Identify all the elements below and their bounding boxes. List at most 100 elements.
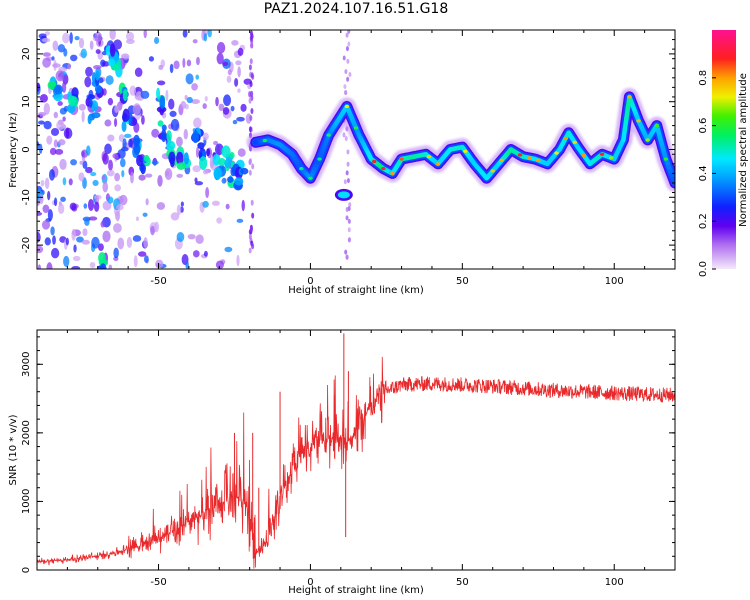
spectrogram-noise-blob [186, 96, 193, 104]
spectrogram-noise-blob [42, 52, 51, 57]
spectrogram-cluster [192, 130, 199, 144]
spectrogram-noise-blob [106, 169, 115, 177]
spectrogram-ridge-peak [499, 158, 505, 162]
spectrogram-cluster [99, 263, 107, 269]
spectrogram-noise-blob [191, 99, 200, 105]
spectrogram-noise-blob [203, 33, 208, 42]
spectrogram-noise-blob [41, 37, 51, 43]
spectrogram-cluster [221, 145, 231, 158]
spectrogram-cluster [156, 87, 161, 99]
spectrogram-noise-blob [120, 53, 129, 59]
spectrogram-ridge-peak [353, 126, 359, 130]
spectrogram-cluster [224, 158, 232, 169]
spectrogram-strip-blob [343, 179, 347, 185]
spectrogram-noise-blob [91, 236, 100, 249]
spectrogram-noise-blob [236, 218, 244, 223]
spectrogram-noise-blob [52, 40, 59, 51]
spectrogram-noise-blob [185, 261, 189, 269]
spectrogram-noise-blob [108, 159, 113, 172]
spectrogram-strip-blob [346, 58, 350, 64]
spectrogram-strip-blob [345, 254, 349, 260]
spectrogram-noise-blob [207, 30, 212, 38]
spectrogram-noise-blob [38, 33, 47, 39]
spectrogram-strip-blob [347, 30, 351, 34]
spectrogram-noise-blob [80, 48, 87, 59]
spectrogram-noise-blob [145, 198, 149, 206]
spectrogram-noise-blob [81, 110, 85, 123]
spectrogram-noise-blob [195, 74, 200, 80]
spectrogram-noise-blob [227, 69, 232, 76]
spectrogram-noise-blob [93, 64, 102, 70]
spectrogram-noise-blob [86, 145, 91, 156]
spectrogram-cluster [68, 95, 76, 107]
spectrogram-noise-blob [74, 35, 80, 41]
spectrogram-strip-blob [248, 64, 252, 71]
spectrogram-noise-blob [108, 264, 113, 269]
spectrogram-ridge-peak [663, 157, 669, 161]
spectrogram-cluster [199, 156, 208, 170]
spectrogram-noise-blob [57, 44, 66, 53]
spectrogram-cluster [217, 157, 226, 167]
spectrogram-noise-blob [89, 261, 96, 269]
spectrogram-noise-blob [158, 64, 164, 70]
spectrogram-noise-blob [38, 143, 43, 154]
spectrogram-noise-blob [78, 172, 85, 182]
spectrogram-ridge-peak [463, 149, 468, 153]
spectrogram-noise-blob [51, 247, 60, 259]
spectrogram-ridge-peak [308, 176, 313, 180]
spectrogram-strip-blob [346, 76, 350, 82]
spectrogram-noise-blob [223, 94, 232, 107]
spectrogram-noise-blob [56, 120, 65, 131]
colorbar-label: Normalized spectral amplitude [738, 73, 749, 227]
spectrogram-noise-blob [140, 90, 150, 99]
spectrogram-cluster [176, 151, 184, 165]
spectrogram-cluster [213, 166, 222, 180]
spectrogram-noise-blob [69, 32, 73, 44]
spectrogram-noise-blob [44, 31, 50, 36]
spectrogram-ridge-peak [517, 153, 523, 157]
spectrogram-noise-blob [58, 203, 65, 215]
spectrogram-strip-blob [347, 237, 351, 243]
spectrogram-noise-blob [150, 225, 155, 236]
spectrogram-y-tick-label: 10 [21, 95, 32, 108]
spectrogram-noise-blob [79, 160, 84, 165]
spectrogram-strip-blob [348, 202, 352, 208]
spectrogram-noise-blob [52, 235, 56, 245]
spectrogram-strip-blob [251, 243, 255, 250]
spectrogram-noise-blob [119, 158, 126, 168]
spectrogram-cluster [160, 129, 167, 142]
spectrogram-noise-blob [193, 117, 202, 129]
spectrogram-noise-blob [154, 221, 160, 233]
spectrogram-noise-blob [71, 265, 81, 269]
spectrogram-noise-blob [196, 56, 200, 66]
snr-x-label: Height of straight line (km) [288, 585, 424, 596]
spectrogram-strip-blob [345, 207, 349, 213]
spectrogram-noise-blob [109, 30, 116, 40]
spectrogram-noise-blob [58, 139, 66, 146]
spectrogram-noise-blob [157, 174, 163, 187]
spectrogram-cluster [66, 103, 76, 114]
spectrogram-strip-blob [250, 199, 254, 206]
spectrogram-cluster [197, 142, 205, 150]
spectrogram-y-label: Frequency (Hz) [8, 112, 19, 188]
spectrogram-noise-blob [182, 58, 186, 68]
spectrogram-noise-blob [125, 31, 135, 42]
spectrogram-cluster [176, 162, 186, 170]
spectrogram-strip-blob [342, 55, 346, 61]
spectrogram-noise-blob [113, 247, 119, 259]
spectrogram-noise-blob [222, 106, 230, 115]
spectrogram-noise-blob [112, 153, 119, 159]
spectrogram-strip-blob [248, 158, 252, 165]
spectrogram-noise-blob [65, 127, 70, 139]
snr-series-line [37, 356, 675, 569]
spectrogram-noise-blob [60, 196, 66, 202]
spectrogram-noise-blob [63, 255, 70, 268]
spectrogram-noise-blob [53, 111, 58, 119]
spectrogram-cluster [234, 177, 244, 186]
spectrogram-strip-blob [344, 136, 348, 142]
spectrogram-noise-blob [216, 52, 224, 65]
spectrogram-x-tick-label: 0 [307, 276, 313, 287]
spectrogram-ridge-peak [317, 157, 322, 161]
spectrogram-noise-blob [97, 77, 104, 84]
